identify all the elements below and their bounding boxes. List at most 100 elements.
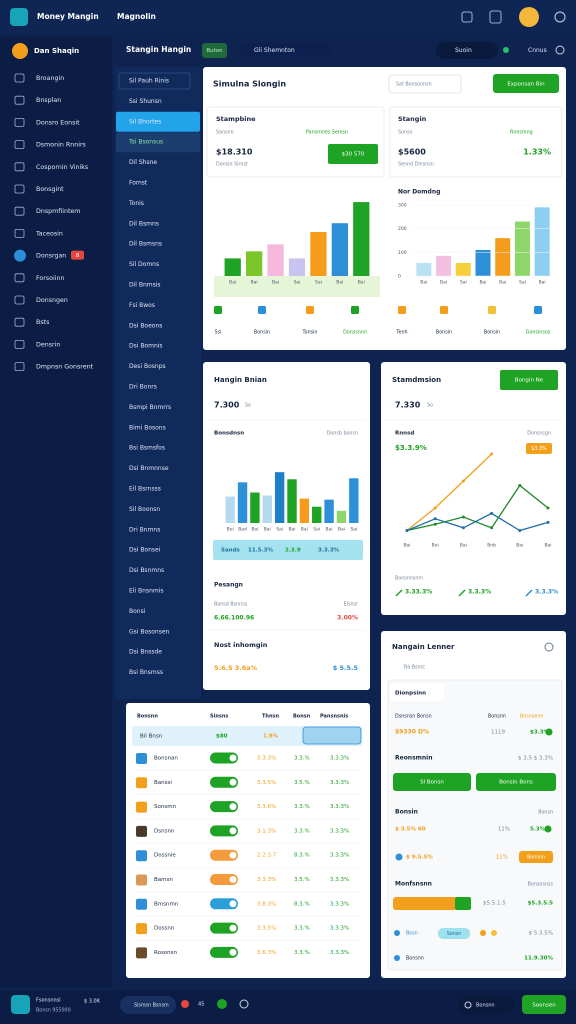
subnav-item[interactable]: Dsi Bnssde xyxy=(129,649,162,656)
cell: Bamsn xyxy=(154,877,173,883)
cell: 3.3.% xyxy=(294,756,310,762)
button[interactable] xyxy=(393,773,471,791)
button[interactable] xyxy=(328,144,378,164)
legend-swatch xyxy=(534,306,542,314)
button-label[interactable]: Bongin Ne xyxy=(515,378,544,384)
nav-item[interactable]: Donsngen xyxy=(36,297,68,304)
subnav-item[interactable]: Dil Bsmns xyxy=(129,220,159,227)
search-input[interactable] xyxy=(388,74,462,94)
nav-hover xyxy=(116,132,200,153)
tab-label[interactable]: Dionpsinn xyxy=(395,691,426,697)
subnav-item[interactable]: Dri Bnmns xyxy=(129,526,160,533)
icon[interactable] xyxy=(489,10,502,24)
action-text[interactable]: Cnnus xyxy=(528,47,547,54)
subnav-item[interactable]: Dsi Bonsei xyxy=(129,547,161,554)
nav-item[interactable]: Donsrgan xyxy=(36,253,66,260)
icon[interactable] xyxy=(461,11,473,23)
nav-item[interactable]: Dnspmfiintem xyxy=(36,208,80,215)
line-series xyxy=(406,453,493,532)
tab-label[interactable]: Buton xyxy=(206,48,223,54)
search-box[interactable] xyxy=(436,42,498,59)
subnav-item[interactable]: Sil Domns xyxy=(129,261,159,268)
subnav-item[interactable]: Ssi Shunsn xyxy=(129,98,162,105)
button[interactable] xyxy=(522,995,566,1014)
nav-item[interactable]: Densrin xyxy=(36,341,60,348)
cell: $ 9.5.5% xyxy=(406,855,433,861)
x-tick-label: Bai xyxy=(516,543,523,549)
tab[interactable] xyxy=(390,684,444,701)
subnav-item[interactable]: Bimi Bosons xyxy=(129,424,166,431)
nav-item[interactable]: Bonsgint xyxy=(36,186,64,193)
subnav-item[interactable]: Gsi Bosonsen xyxy=(129,628,170,635)
subnav-item[interactable]: Eli Bnsnmis xyxy=(129,588,164,595)
stat-value: $ 5.5.5 xyxy=(333,664,359,672)
subnav-item[interactable]: Dri Bonrs xyxy=(129,384,157,391)
nav-item[interactable]: Taceosin xyxy=(35,230,63,237)
chip-label: Bosn xyxy=(406,931,418,937)
progress xyxy=(455,897,471,910)
subnav-item[interactable]: Bsi Bnsmss xyxy=(129,669,163,676)
subnav-item[interactable]: Tsi Bsonsus xyxy=(128,139,163,146)
tab[interactable] xyxy=(240,43,330,58)
button-label[interactable]: Bonsin Bons xyxy=(499,780,533,786)
nav-item[interactable]: Dmpnsn Gonsrent xyxy=(36,364,94,371)
button[interactable] xyxy=(493,74,559,93)
bar xyxy=(299,498,310,523)
nav-item[interactable]: Forsoiinn xyxy=(36,275,64,282)
button-label[interactable]: Soonsen xyxy=(532,1003,556,1009)
metric-unit: So xyxy=(427,403,433,409)
button[interactable] xyxy=(500,370,558,390)
subnav-item[interactable]: Sil Boonsn xyxy=(129,506,160,513)
subnav-item[interactable]: Sil Pauh Rinis xyxy=(129,78,169,85)
cell: 3.3.% xyxy=(294,804,310,810)
nav-icon xyxy=(14,206,25,216)
kpi-note: Donsin Sirnst xyxy=(216,162,248,168)
subnav-item[interactable]: Fsi Bwos xyxy=(129,302,155,309)
subnav-item[interactable]: Eil Bsrnsss xyxy=(129,486,161,493)
icon xyxy=(544,642,554,652)
tab[interactable] xyxy=(202,43,227,58)
subnav-item[interactable]: Bonsi xyxy=(129,608,146,615)
search-text: Bonsnn xyxy=(476,1003,495,1009)
button[interactable] xyxy=(476,773,556,791)
subnav-item[interactable]: Tonis xyxy=(128,200,144,207)
section-value: $ 3.5 $ 3.3% xyxy=(518,756,553,762)
nav-icon xyxy=(14,249,26,262)
column-header: Bonsnn xyxy=(488,714,506,720)
bar xyxy=(324,499,334,523)
subnav-item[interactable]: Dsi Boeons xyxy=(129,322,162,329)
button-label[interactable]: Sl Bonsn xyxy=(420,780,444,786)
subnav-item[interactable]: Dil Bnmsis xyxy=(129,282,161,289)
x-tick-label: Bai xyxy=(251,280,258,286)
subnav-item[interactable]: Sil Bhortes xyxy=(129,118,161,125)
nav-item[interactable]: Donsro Eonsit xyxy=(36,119,80,126)
subnav-item[interactable]: Dil Bsmsns xyxy=(129,241,162,248)
nav-icon xyxy=(14,184,25,194)
search-box[interactable] xyxy=(458,996,514,1014)
button-label[interactable]: $30 570 xyxy=(342,152,365,158)
legend-label: Gonsinsos xyxy=(526,330,551,336)
tab-label[interactable]: Gli Shemnton xyxy=(254,47,295,54)
nav-item[interactable]: Dsmonin Rnnirs xyxy=(36,142,86,149)
subnav-item[interactable]: Dsi Bomnis xyxy=(129,343,163,350)
kpi-label: Sonsn xyxy=(398,130,413,136)
subnav-item[interactable]: Dil Shsne xyxy=(129,159,157,166)
subnav-item[interactable]: Dsi Bnmnnse xyxy=(129,465,169,472)
card xyxy=(381,362,566,615)
sidebar xyxy=(0,36,112,988)
cell: 1119 xyxy=(491,730,505,736)
nav-item[interactable]: Cospornin Viniks xyxy=(36,164,88,171)
subnav-item[interactable]: Bsmpi Bnmrrs xyxy=(129,404,171,411)
button-label[interactable]: Exponsan Bin xyxy=(507,82,545,88)
nav-item[interactable]: Broangin xyxy=(36,75,64,82)
subnav-item[interactable]: Dsi Bsnmns xyxy=(129,567,164,574)
subnav-item[interactable]: Desi Bosnps xyxy=(129,363,166,370)
y-tick-label: 200 xyxy=(398,226,407,232)
nav-item[interactable]: Bsts xyxy=(36,319,49,326)
subnav-item[interactable]: Bsi Bsmsfos xyxy=(129,445,165,452)
nav-item[interactable]: Bnsplan xyxy=(36,97,61,104)
subnav-item[interactable]: Fomst xyxy=(129,180,148,187)
button[interactable] xyxy=(302,726,362,745)
pill[interactable] xyxy=(120,996,176,1014)
